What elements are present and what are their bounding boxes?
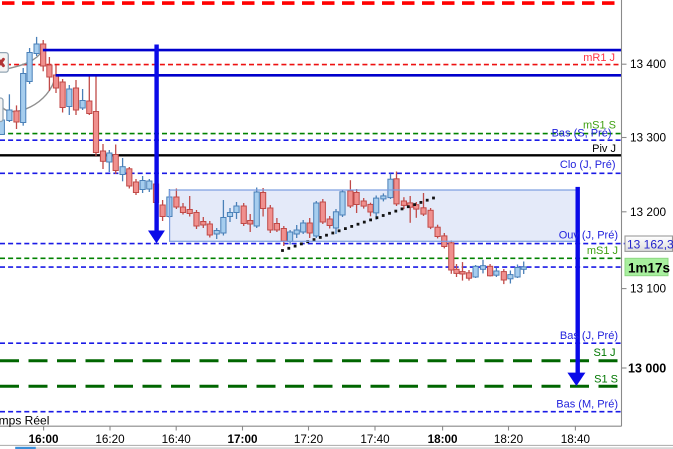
svg-text:Bas (S, Pré): Bas (S, Pré) [552,127,612,139]
svg-text:mS1 J: mS1 J [587,245,618,257]
svg-text:mR1 J: mR1 J [583,52,615,64]
svg-text:16:40: 16:40 [162,433,192,446]
svg-text:Bas (J, Pré): Bas (J, Pré) [560,330,618,342]
svg-text:Bas (M, Pré): Bas (M, Pré) [556,398,618,410]
svg-text:17:00: 17:00 [228,433,258,446]
svg-text:13 200: 13 200 [630,205,667,219]
svg-text:18:20: 18:20 [494,433,524,446]
svg-text:13 300: 13 300 [630,131,667,145]
svg-text:13 100: 13 100 [630,282,667,296]
svg-text:16:00: 16:00 [29,433,59,446]
svg-text:Piv J: Piv J [592,143,616,155]
svg-text:13 162,3: 13 162,3 [627,237,673,251]
svg-text:13 000: 13 000 [628,362,666,376]
svg-text:S1 S: S1 S [594,373,618,385]
svg-text:17:20: 17:20 [294,433,324,446]
svg-text:18:00: 18:00 [428,433,458,446]
svg-text:mS1 S: mS1 S [583,120,616,132]
svg-text:S1 J: S1 J [593,347,615,359]
svg-text:Clo (J, Pré): Clo (J, Pré) [560,159,616,171]
svg-text:Ouv (J, Pré): Ouv (J, Pré) [559,230,618,242]
svg-text:17:40: 17:40 [360,433,390,446]
svg-text:Temps Réel: Temps Réel [0,414,49,428]
svg-text:13 400: 13 400 [630,57,667,71]
svg-text:16:20: 16:20 [95,433,125,446]
svg-text:18:40: 18:40 [561,433,591,446]
svg-text:1m17s: 1m17s [628,261,670,276]
